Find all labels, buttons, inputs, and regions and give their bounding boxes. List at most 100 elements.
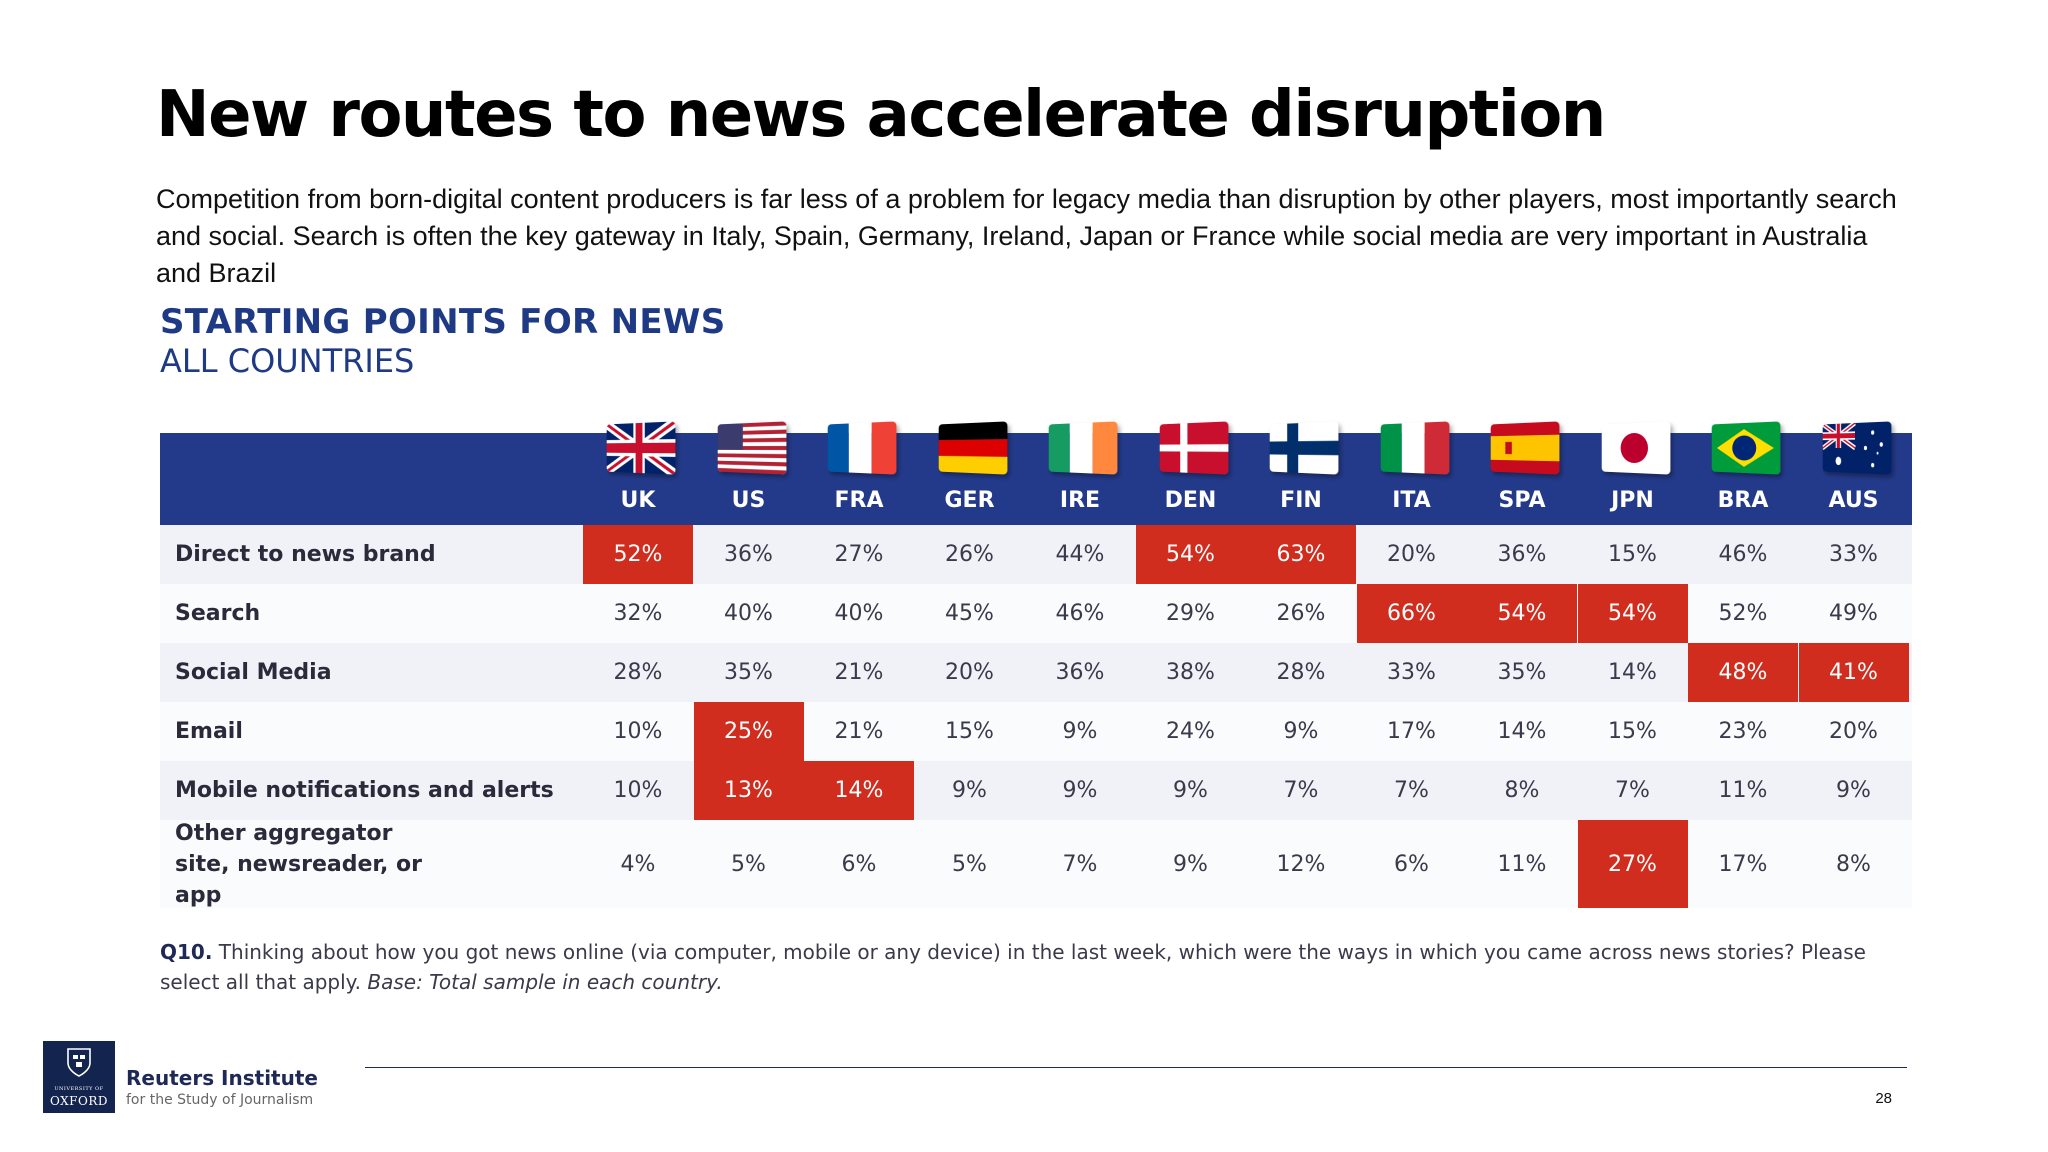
- country-header: BRA: [1688, 433, 1798, 525]
- table-row: Direct to news brand 52% 36% 27% 26% 44% 54% 63…: [160, 525, 1912, 584]
- row-label: Search: [175, 584, 595, 643]
- country-code: AUS: [1799, 488, 1909, 513]
- data-cell: 11%: [1467, 820, 1577, 908]
- data-cell: 15%: [915, 702, 1025, 761]
- data-cell: 29%: [1136, 584, 1246, 643]
- table-row: Social Media 28% 35% 21% 20% 36% 38% 28% 33% 35% 1…: [160, 643, 1912, 702]
- data-cell: 44%: [1025, 525, 1135, 584]
- data-cell: 9%: [915, 761, 1025, 820]
- data-cell: 21%: [804, 702, 914, 761]
- data-cell: 27%: [1578, 820, 1688, 908]
- data-cell: 15%: [1578, 525, 1688, 584]
- data-cell: 52%: [583, 525, 693, 584]
- country-header: SPA: [1467, 433, 1577, 525]
- data-cell: 45%: [915, 584, 1025, 643]
- data-cell: 54%: [1578, 584, 1688, 643]
- page-number: 28: [1862, 1090, 1892, 1107]
- data-cell: 33%: [1357, 643, 1467, 702]
- row-label: Direct to news brand: [175, 525, 595, 584]
- data-cell: 14%: [1467, 702, 1577, 761]
- data-cell: 38%: [1136, 643, 1246, 702]
- row-label: Email: [175, 702, 595, 761]
- footnote-q-label: Q10.: [160, 940, 212, 964]
- data-cell: 9%: [1246, 702, 1356, 761]
- brazil-flag-icon: [1712, 421, 1781, 474]
- data-cell: 10%: [583, 761, 693, 820]
- data-cell: 12%: [1246, 820, 1356, 908]
- data-cell: 10%: [583, 702, 693, 761]
- data-cell: 13%: [694, 761, 804, 820]
- country-header: IRE: [1025, 433, 1135, 525]
- ireland-flag-icon: [1049, 421, 1118, 474]
- data-cell: 26%: [915, 525, 1025, 584]
- org-name: Reuters Institute: [126, 1066, 318, 1090]
- data-cell: 32%: [583, 584, 693, 643]
- data-cell: 27%: [804, 525, 914, 584]
- slide-title: New routes to news accelerate disruption: [156, 78, 1605, 152]
- data-cell: 35%: [1467, 643, 1577, 702]
- table-row: Mobile notifications and alerts 10% 13% 14%…: [160, 761, 1912, 820]
- data-cell: 4%: [583, 820, 693, 908]
- data-cell: 7%: [1025, 820, 1135, 908]
- table-row: Email 10% 25% 21% 15% 9% 24% 9% 17% 14% 15% 23% 20%: [160, 702, 1912, 761]
- data-cell: 28%: [1246, 643, 1356, 702]
- data-cell: 36%: [694, 525, 804, 584]
- data-cell: 40%: [804, 584, 914, 643]
- country-header: FIN: [1246, 433, 1356, 525]
- data-cell: 6%: [804, 820, 914, 908]
- country-header: UK: [583, 433, 693, 525]
- data-cell: 20%: [1799, 702, 1909, 761]
- data-cell: 15%: [1578, 702, 1688, 761]
- news-table: UK US FRA GER IRE DEN FIN ITA SPA JPN BRA AUS Direc…: [160, 433, 1912, 908]
- us-flag-icon: [717, 421, 786, 474]
- country-header: GER: [915, 433, 1025, 525]
- country-code: FRA: [804, 488, 914, 513]
- data-cell: 6%: [1357, 820, 1467, 908]
- data-cell: 48%: [1688, 643, 1798, 702]
- row-label: Social Media: [175, 643, 595, 702]
- data-cell: 11%: [1688, 761, 1798, 820]
- country-header: AUS: [1799, 433, 1909, 525]
- chart-title: STARTING POINTS FOR NEWS: [160, 302, 726, 342]
- denmark-flag-icon: [1159, 421, 1228, 474]
- data-cell: 7%: [1357, 761, 1467, 820]
- country-code: IRE: [1025, 488, 1135, 513]
- row-label: Other aggregator site, newsreader, or ap…: [175, 820, 445, 908]
- finland-flag-icon: [1270, 421, 1339, 474]
- logo-oxford-text: OXFORD: [43, 1094, 115, 1108]
- footer-divider: [365, 1067, 1907, 1068]
- country-code: JPN: [1578, 488, 1688, 513]
- country-header: JPN: [1578, 433, 1688, 525]
- country-code: GER: [915, 488, 1025, 513]
- data-cell: 36%: [1025, 643, 1135, 702]
- italy-flag-icon: [1380, 421, 1449, 474]
- data-cell: 17%: [1688, 820, 1798, 908]
- data-cell: 54%: [1136, 525, 1246, 584]
- data-cell: 41%: [1799, 643, 1909, 702]
- data-cell: 14%: [804, 761, 914, 820]
- country-code: UK: [583, 488, 693, 513]
- oxford-logo: UNIVERSITY OF OXFORD: [43, 1041, 115, 1113]
- table-body: Direct to news brand 52% 36% 27% 26% 44% 54% 63…: [160, 525, 1912, 908]
- country-header: FRA: [804, 433, 914, 525]
- data-cell: 21%: [804, 643, 914, 702]
- data-cell: 52%: [1688, 584, 1798, 643]
- data-cell: 7%: [1578, 761, 1688, 820]
- data-cell: 9%: [1025, 761, 1135, 820]
- data-cell: 20%: [1357, 525, 1467, 584]
- data-cell: 33%: [1799, 525, 1909, 584]
- data-cell: 40%: [694, 584, 804, 643]
- data-cell: 63%: [1246, 525, 1356, 584]
- data-cell: 20%: [915, 643, 1025, 702]
- table-row: Other aggregator site, newsreader, or ap…: [160, 820, 1912, 908]
- data-cell: 9%: [1025, 702, 1135, 761]
- chart-subtitle: ALL COUNTRIES: [160, 342, 414, 380]
- country-code: FIN: [1246, 488, 1356, 513]
- data-cell: 9%: [1136, 820, 1246, 908]
- uk-flag-icon: [607, 421, 676, 474]
- australia-flag-icon: [1822, 421, 1891, 474]
- crest-icon: [66, 1047, 92, 1077]
- data-cell: 46%: [1688, 525, 1798, 584]
- data-cell: 14%: [1578, 643, 1688, 702]
- data-cell: 5%: [694, 820, 804, 908]
